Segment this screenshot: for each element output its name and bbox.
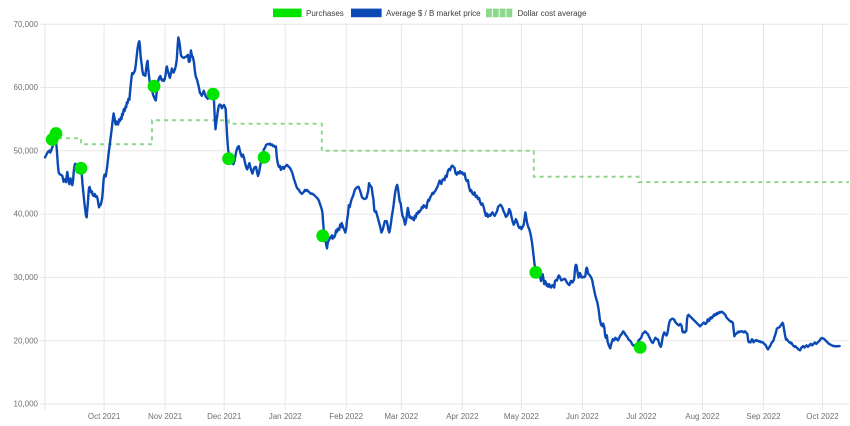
- svg-text:Feb 2022: Feb 2022: [329, 412, 363, 421]
- svg-text:Purchases: Purchases: [306, 9, 344, 18]
- svg-text:Nov 2021: Nov 2021: [148, 412, 183, 421]
- svg-text:70,000: 70,000: [14, 20, 39, 29]
- svg-text:30,000: 30,000: [14, 273, 39, 282]
- svg-text:Oct 2022: Oct 2022: [806, 412, 839, 421]
- svg-text:Jan 2022: Jan 2022: [269, 412, 302, 421]
- svg-text:Average $ / B market price: Average $ / B market price: [386, 9, 481, 18]
- svg-text:May 2022: May 2022: [504, 412, 540, 421]
- svg-text:60,000: 60,000: [14, 83, 39, 92]
- svg-text:10,000: 10,000: [14, 400, 39, 409]
- svg-text:Sep 2022: Sep 2022: [746, 412, 781, 421]
- svg-text:Mar 2022: Mar 2022: [384, 412, 418, 421]
- svg-text:40,000: 40,000: [14, 210, 39, 219]
- svg-text:Apr 2022: Apr 2022: [446, 412, 479, 421]
- svg-text:Dollar cost average: Dollar cost average: [518, 9, 587, 18]
- svg-text:Jun 2022: Jun 2022: [566, 412, 599, 421]
- svg-text:Jul 2022: Jul 2022: [626, 412, 657, 421]
- svg-text:20,000: 20,000: [14, 336, 39, 345]
- svg-text:Dec 2021: Dec 2021: [207, 412, 242, 421]
- svg-text:Aug 2022: Aug 2022: [685, 412, 720, 421]
- svg-text:50,000: 50,000: [14, 146, 39, 155]
- svg-text:Oct 2021: Oct 2021: [88, 412, 121, 421]
